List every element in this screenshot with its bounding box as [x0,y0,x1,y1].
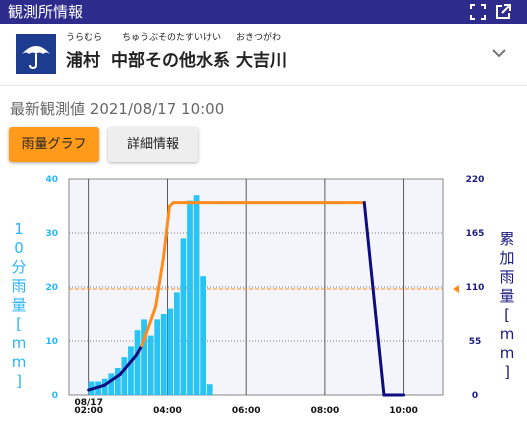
umbrella-icon [16,34,56,74]
cumulative-line-segment [362,201,386,397]
detail-info-tab[interactable]: 詳細情報 [108,127,198,162]
rain-bar [160,314,167,395]
ruby-basin: ちゅうぶそのたすいけい [122,33,222,43]
right-tick-label: 110 [466,283,485,293]
right-axis-label: 累加雨量[m m] [498,230,516,382]
right-tick-label: 220 [466,175,485,185]
left-axis-label-char: m [11,353,27,371]
x-tick-label: 06:00 [232,406,261,416]
right-axis-label-char: m [499,325,515,343]
right-axis-label-char: ] [504,363,510,381]
left-axis-label-char: 雨 [11,277,27,295]
ruby-city: うらむら [66,33,103,43]
rain-bar [193,195,200,395]
left-axis-label: 1 0 分雨量[m m] [10,220,28,391]
left-tick-label: 20 [45,283,58,293]
cumulative-line-segment [134,344,144,358]
x-tick-label: 02:00 [74,406,103,416]
latest-datetime: 2021/08/17 10:00 [89,100,225,118]
x-tick-label: 10:00 [389,406,418,416]
station-city: 浦村 [66,51,100,71]
rain-bar [200,276,207,395]
rain-bar [121,357,128,395]
right-axis-label-char: 量 [499,287,515,305]
left-tick-label: 0 [52,391,58,401]
threshold-marker [453,284,459,293]
header-title: 観測所情報 [8,3,84,21]
rain-graph-tab[interactable]: 雨量グラフ [9,127,99,162]
left-tick-label: 30 [45,229,58,239]
left-axis-label-char: ] [16,372,22,390]
latest-label: 最新観測値 [10,100,86,118]
chevron-down-icon[interactable] [490,44,508,62]
left-tick-label: 10 [45,337,58,347]
cumulative-line-segment [167,201,175,208]
right-axis-label-char: 累 [499,230,515,248]
right-axis-label-char: 加 [499,249,515,267]
rain-bar [180,238,187,395]
rain-bar [154,319,161,395]
left-axis-label-char: 量 [11,296,27,314]
latest-observation: 最新観測値 2021/08/17 10:00 [10,98,224,119]
left-axis-label-char: 分 [11,258,27,276]
left-axis-label-char: 1 [14,220,24,238]
right-tick-label: 0 [472,391,478,401]
plot-area [68,178,444,396]
x-date-label: 08/17 [75,398,103,408]
rain-bar [108,373,115,395]
rain-bar [134,330,141,395]
rain-bar [141,319,147,395]
x-tick-label: 08:00 [311,406,340,416]
left-axis-label-char: m [11,334,27,352]
open-external-icon[interactable] [494,3,512,21]
fullscreen-icon[interactable] [469,3,487,21]
rain-bar [95,381,102,395]
rain-bar [101,378,108,395]
app-header: 観測所情報 [0,0,527,24]
rain-bar [128,346,134,395]
left-tick-label: 40 [45,175,58,185]
right-tick-label: 55 [469,337,482,347]
cumulative-line-segment [140,305,158,348]
rain-bar [206,384,213,395]
cumulative-line-segment [102,372,122,387]
station-panel[interactable]: うらむら ちゅうぶそのたすいけい おきつがわ 浦村 中部その他水系 大吉川 [0,24,527,86]
rain-bar [187,200,193,395]
ruby-river: おきつがわ [236,33,282,43]
rain-bar [114,368,121,395]
right-axis-label-char: 雨 [499,268,515,286]
left-axis-label-char: 0 [14,239,24,257]
station-river: 大吉川 [236,51,287,71]
rain-bar [173,292,180,395]
cumulative-line-segment [161,204,171,260]
x-tick-label: 04:00 [153,406,182,416]
rain-bar [88,381,95,395]
right-tick-label: 165 [466,229,485,239]
rain-bar [167,308,174,395]
right-axis-label-char: [ [504,306,510,324]
station-basin: 中部その他水系 [111,51,230,71]
cumulative-line-segment [154,256,165,309]
cumulative-line-segment [87,383,106,392]
rain-bar [147,335,154,395]
cumulative-line-segment [118,354,138,376]
right-axis-label-char: m [499,344,515,362]
left-axis-label-char: [ [16,315,22,333]
